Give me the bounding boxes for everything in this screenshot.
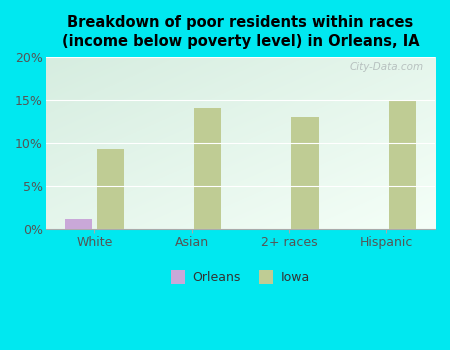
- Bar: [389, 100, 416, 229]
- Text: City-Data.com: City-Data.com: [349, 62, 423, 72]
- Legend: Orleans, Iowa: Orleans, Iowa: [166, 266, 315, 289]
- Bar: [194, 108, 221, 229]
- Bar: [65, 219, 92, 229]
- Title: Breakdown of poor residents within races
(income below poverty level) in Orleans: Breakdown of poor residents within races…: [62, 15, 419, 49]
- Bar: [292, 117, 319, 229]
- Bar: [97, 149, 124, 229]
